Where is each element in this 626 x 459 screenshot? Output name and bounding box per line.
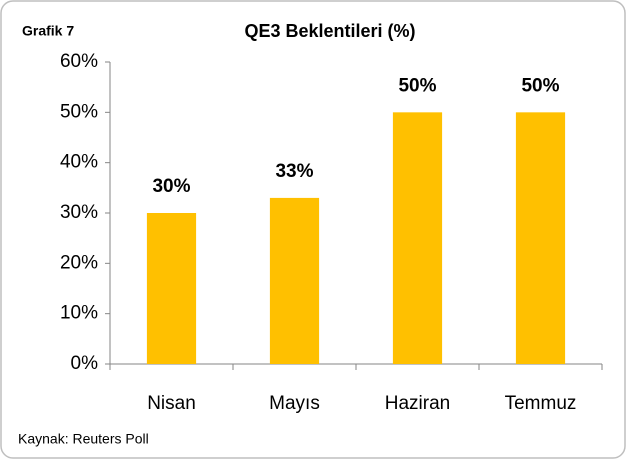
data-label: 33% bbox=[275, 161, 313, 182]
chart-label: Grafik 7 bbox=[22, 23, 74, 39]
data-label: 50% bbox=[521, 75, 559, 96]
y-tick-label: 30% bbox=[60, 202, 98, 223]
x-tick-label: Temmuz bbox=[505, 393, 577, 414]
y-tick-label: 20% bbox=[60, 252, 98, 273]
source-note: Kaynak: Reuters Poll bbox=[18, 431, 149, 447]
y-tick-label: 60% bbox=[60, 51, 98, 72]
y-tick-label: 10% bbox=[60, 303, 98, 324]
x-tick-label: Haziran bbox=[385, 393, 450, 414]
bar bbox=[392, 112, 443, 364]
chart-title: QE3 Beklentileri (%) bbox=[244, 21, 415, 41]
data-label: 30% bbox=[152, 176, 190, 197]
y-tick-label: 50% bbox=[60, 101, 98, 122]
bar bbox=[515, 112, 566, 364]
bar bbox=[146, 213, 197, 364]
x-tick-label: Mayıs bbox=[269, 393, 320, 414]
y-tick-label: 0% bbox=[71, 353, 99, 374]
bar bbox=[269, 197, 320, 364]
x-tick-label: Nisan bbox=[147, 393, 196, 414]
data-label: 50% bbox=[398, 75, 436, 96]
y-tick-label: 40% bbox=[60, 152, 98, 173]
